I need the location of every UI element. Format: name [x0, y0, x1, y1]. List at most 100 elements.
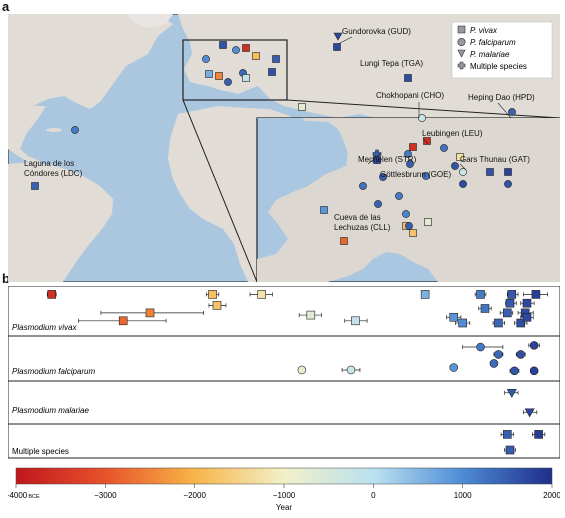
timeline-point [523, 408, 538, 418]
europe-zoom-inset [256, 117, 560, 282]
map-site-markers [31, 32, 516, 245]
square-marker [208, 290, 217, 299]
timeline-point [100, 308, 204, 318]
timeline-point [78, 316, 167, 326]
timeline-point [446, 312, 462, 322]
circle-marker [449, 363, 459, 372]
colorbar-tick-unit: BCE [28, 494, 40, 500]
timeline-point [489, 359, 499, 368]
square-marker [458, 318, 467, 328]
site-label-gud: Gundorovka (GUD) [342, 27, 411, 36]
timeline-point [509, 366, 520, 376]
site-circle-marker [451, 162, 459, 170]
square-marker [507, 290, 517, 299]
site-label-cll-line1: Cueva de las [334, 213, 381, 222]
timeline-point [208, 301, 227, 310]
timeline-point [46, 290, 57, 299]
timeline-point [478, 304, 492, 313]
timeline-point [504, 388, 519, 398]
timeline-point [462, 342, 504, 352]
colorbar-tick-label: −3000 [94, 491, 117, 500]
panel-label-a: a [2, 0, 10, 14]
square-marker [505, 298, 515, 308]
timeline-point [420, 290, 430, 299]
timeline-point [523, 290, 548, 299]
timeline-point [505, 298, 517, 308]
timeline-point [341, 365, 361, 375]
timeline-point [515, 350, 526, 359]
colorbar-tick-label: 1000 [454, 491, 472, 500]
map-legend: P. vivax P. falciparum P. malariae Multi… [451, 21, 553, 79]
timeline-point [449, 363, 459, 372]
timeline-point [520, 298, 535, 308]
circle-marker [476, 342, 485, 352]
colorbar-tick-label: −4000 [8, 491, 28, 500]
year-colorbar [15, 467, 553, 485]
site-circle-marker [406, 160, 414, 168]
site-square-marker [252, 52, 260, 60]
landmass-greenland [128, 14, 173, 28]
timeline-point [531, 430, 546, 439]
site-circle-marker [202, 55, 210, 63]
site-circle-marker [508, 108, 516, 116]
timeline-point [344, 316, 368, 326]
timeline-point [492, 318, 506, 328]
colorbar-tick-label: 0 [371, 491, 376, 500]
timeline-point [504, 445, 516, 455]
site-label-ldc-line2: Cóndores (LDC) [24, 169, 83, 178]
row-label-multiple: Multiple species [12, 447, 69, 456]
site-label-leu: Leubingen (LEU) [422, 129, 483, 138]
site-circle-marker [504, 180, 512, 188]
site-circle-marker [459, 180, 467, 188]
timeline-point [297, 365, 307, 375]
square-marker [505, 445, 515, 455]
square-marker [494, 318, 503, 328]
square-marker [306, 310, 316, 320]
square-marker [47, 290, 57, 299]
europe-inset-box [182, 39, 288, 101]
site-circle-marker [224, 78, 232, 86]
site-square-marker [215, 72, 223, 80]
timeline-point [529, 366, 539, 376]
site-circle-marker [422, 172, 430, 180]
square-marker [420, 290, 430, 299]
site-square-marker [333, 43, 341, 51]
site-circle-marker [405, 222, 413, 230]
site-square-marker [242, 44, 250, 52]
square-marker [503, 430, 512, 439]
site-square-marker [423, 137, 431, 145]
site-square-marker [298, 103, 306, 111]
site-square-marker [205, 70, 213, 78]
square-marker [257, 290, 266, 299]
site-square-marker [268, 68, 276, 76]
site-label-cho: Chokhopani (CHO) [376, 91, 444, 100]
square-marker [480, 304, 490, 313]
site-circle-marker [404, 150, 412, 158]
site-triangle-marker [333, 32, 343, 41]
legend-label-malariae: P. malariae [470, 50, 510, 59]
timeline-marks [46, 290, 548, 455]
site-square-marker [456, 153, 464, 161]
colorbar-tick-label: −2000 [183, 491, 206, 500]
site-circle-marker [359, 182, 367, 190]
site-square-marker [424, 218, 432, 226]
site-square-marker [272, 55, 280, 63]
row-label-falciparum: Plasmodium falciparum [12, 367, 95, 376]
timeline-chart: Plasmodium vivax Plasmodium falciparum P… [8, 286, 560, 512]
site-square-marker [409, 143, 417, 151]
site-circle-marker [459, 168, 467, 176]
square-marker [522, 312, 532, 322]
legend-label-falciparum: P. falciparum [470, 38, 516, 47]
landmass-central-america [8, 106, 46, 164]
site-label-hpd: Heping Dao (HPD) [468, 93, 535, 102]
inset-connector-right [286, 99, 560, 119]
colorbar-tick-label: 2000 [543, 491, 560, 500]
site-circle-marker [71, 126, 79, 134]
circle-marker [494, 350, 503, 359]
site-label-ldc-line1: Laguna de los [24, 159, 74, 168]
circle-marker [516, 350, 526, 359]
landmass-north-america [8, 14, 173, 124]
colorbar-tick-label: −1000 [273, 491, 296, 500]
timeline-point [205, 290, 220, 299]
